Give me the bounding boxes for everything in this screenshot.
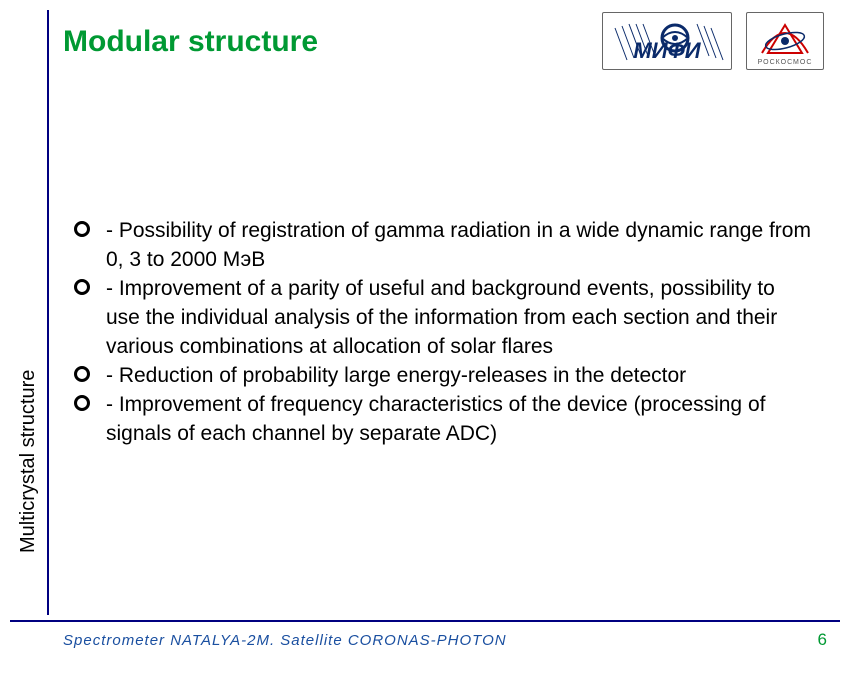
bullet-text: - Reduction of probability large energy-… xyxy=(106,364,686,387)
list-item: - Improvement of frequency characteristi… xyxy=(74,390,814,448)
bullet-text: - Improvement of a parity of useful and … xyxy=(106,277,777,358)
horizontal-rule xyxy=(10,620,840,622)
slide-title: Modular structure xyxy=(63,25,318,59)
vertical-rule xyxy=(47,10,49,615)
bullet-icon xyxy=(74,221,90,237)
bullet-icon xyxy=(74,395,90,411)
list-item: - Reduction of probability large energy-… xyxy=(74,361,814,390)
svg-text:РОСКОСМОС: РОСКОСМОС xyxy=(758,59,813,66)
sidebar-heading: Multicrystal structure xyxy=(17,370,40,553)
bullet-text: - Improvement of frequency characteristi… xyxy=(106,393,765,445)
list-item: - Possibility of registration of gamma r… xyxy=(74,216,814,274)
bullet-icon xyxy=(74,279,90,295)
bullet-list: - Possibility of registration of gamma r… xyxy=(74,216,814,448)
list-item: - Improvement of a parity of useful and … xyxy=(74,274,814,361)
slide: Modular structure МИФИ РОСКОСМОС Multicr… xyxy=(0,0,851,680)
bullet-text: - Possibility of registration of gamma r… xyxy=(106,219,811,271)
page-number: 6 xyxy=(818,630,827,650)
bullet-icon xyxy=(74,366,90,382)
svg-text:МИФИ: МИФИ xyxy=(633,38,701,63)
roscosmos-logo: РОСКОСМОС xyxy=(746,12,824,70)
mifi-logo: МИФИ xyxy=(602,12,732,70)
footer-text: Spectrometer NATALYA-2M. Satellite CORON… xyxy=(63,632,507,649)
